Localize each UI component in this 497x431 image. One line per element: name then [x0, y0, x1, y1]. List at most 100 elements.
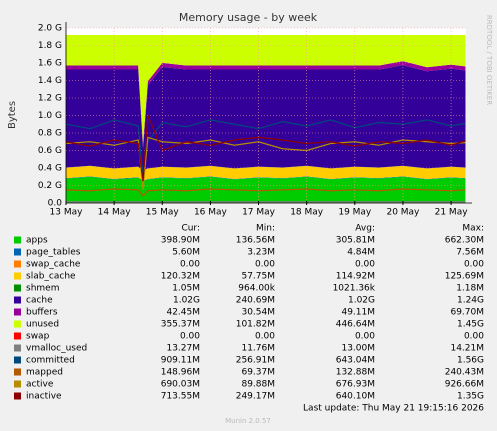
legend-swatch: [14, 332, 21, 340]
legend-value: 662.30M: [445, 236, 484, 246]
legend-value: 355.37M: [161, 320, 200, 330]
legend-swatch: [14, 296, 21, 304]
legend-label: buffers: [26, 308, 58, 318]
legend-label: active: [26, 380, 54, 390]
legend-value: 89.88M: [241, 380, 275, 390]
legend-swatch: [14, 308, 21, 316]
legend-label: slab_cache: [26, 272, 76, 282]
legend-value: 690.03M: [161, 380, 200, 390]
legend-label: committed: [26, 356, 75, 366]
legend-value: 240.69M: [236, 296, 275, 306]
x-tick-label: 21 May: [435, 208, 469, 218]
legend-value: 0.00: [464, 332, 484, 342]
legend-value: 13.00M: [341, 344, 375, 354]
legend-value: 1.45G: [457, 320, 484, 330]
legend-value: 69.37M: [241, 368, 275, 378]
legend-label: inactive: [26, 392, 62, 402]
legend-value: 120.32M: [161, 272, 200, 282]
legend-value: 713.55M: [161, 392, 200, 402]
axes: 0.0 0.2 G 0.4 G 0.6 G 0.8 G 1.0 G 1.2 G 1.4 G 1.…: [38, 22, 472, 218]
legend-label: swap_cache: [26, 260, 81, 270]
legend-label: page_tables: [26, 248, 81, 258]
y-tick-label: 0.4 G: [38, 164, 62, 174]
y-tick-label: 2.0 G: [38, 24, 62, 34]
legend-value: 305.81M: [336, 236, 375, 246]
legend-label: unused: [26, 320, 59, 330]
legend-label: mapped: [26, 368, 63, 378]
legend-swatch: [14, 248, 21, 256]
legend-label: shmem: [26, 284, 59, 294]
legend-value: 69.70M: [450, 308, 484, 318]
legend-header: Max:: [462, 224, 484, 234]
y-tick-label: 1.4 G: [38, 76, 62, 86]
x-tick-label: 19 May: [338, 208, 372, 218]
x-tick-label: 18 May: [290, 208, 324, 218]
plot: [65, 35, 466, 203]
legend-value: 0.00: [464, 260, 484, 270]
y-tick-label: 1.6 G: [38, 59, 62, 69]
legend-value: 0.00: [355, 332, 375, 342]
area: [66, 165, 466, 181]
x-tick-label: 20 May: [386, 208, 420, 218]
legend-swatch: [14, 236, 21, 244]
legend-header: Cur:: [181, 224, 200, 234]
legend-value: 249.17M: [236, 392, 275, 402]
legend-swatch: [14, 344, 21, 352]
legend-value: 643.04M: [336, 356, 375, 366]
area: [66, 35, 466, 145]
line: [65, 119, 466, 177]
legend-value: 1.02G: [173, 296, 200, 306]
legend-label: swap: [26, 332, 50, 342]
legend-value: 7.56M: [456, 248, 484, 258]
legend-label: apps: [26, 236, 48, 246]
legend-value: 1021.36k: [333, 284, 376, 294]
x-tick-label: 13 May: [50, 208, 84, 218]
y-tick-label: 0.6 G: [38, 146, 62, 156]
legend-value: 1.35G: [457, 392, 484, 402]
legend-value: 256.91M: [236, 356, 275, 366]
legend-value: 398.90M: [161, 236, 200, 246]
legend-value: 13.27M: [166, 344, 200, 354]
legend-value: 1.24G: [457, 296, 484, 306]
legend-swatch: [14, 320, 21, 328]
legend-swatch: [14, 272, 21, 280]
x-tick-label: 14 May: [98, 208, 132, 218]
legend-value: 125.69M: [445, 272, 484, 282]
legend-value: 11.76M: [241, 344, 275, 354]
area: [66, 176, 466, 182]
legend-value: 4.84M: [347, 248, 375, 258]
legend-header: Avg:: [355, 224, 375, 234]
x-tick-label: 17 May: [242, 208, 276, 218]
side-text: RRDTOOL / TOBI OETIKER: [485, 15, 493, 105]
legend-value: 57.75M: [241, 272, 275, 282]
legend-swatch: [14, 260, 21, 268]
legend-swatch: [14, 356, 21, 364]
legend-value: 1.56G: [457, 356, 484, 366]
legend-value: 0.00: [255, 332, 275, 342]
legend-value: 49.11M: [341, 308, 375, 318]
legend-value: 240.43M: [445, 368, 484, 378]
legend-value: 1.05M: [172, 284, 200, 294]
legend-value: 114.92M: [336, 272, 375, 282]
legend-swatch: [14, 380, 21, 388]
area: [66, 61, 466, 149]
x-tick-label: 16 May: [194, 208, 228, 218]
legend: Cur: Min: Avg: Max: apps 398.90M 136.56M 305.81…: [14, 224, 484, 402]
footer: Munin 2.0.57: [225, 417, 271, 425]
area: [66, 176, 466, 203]
legend-swatch: [14, 284, 21, 292]
y-axis-label: Bytes: [7, 101, 18, 129]
legend-value: 0.00: [180, 332, 200, 342]
legend-value: 640.10M: [336, 392, 375, 402]
legend-label: cache: [26, 296, 53, 306]
legend-value: 132.88M: [336, 368, 375, 378]
legend-value: 0.00: [180, 260, 200, 270]
legend-value: 0.00: [355, 260, 375, 270]
legend-value: 136.56M: [236, 236, 275, 246]
line: [65, 115, 466, 182]
legend-value: 926.66M: [445, 380, 484, 390]
last-update: Last update: Thu May 21 19:15:16 2026: [303, 404, 484, 414]
chart-title: Memory usage - by week: [179, 11, 318, 24]
